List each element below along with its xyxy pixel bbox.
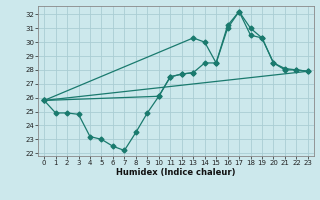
X-axis label: Humidex (Indice chaleur): Humidex (Indice chaleur) [116, 168, 236, 177]
